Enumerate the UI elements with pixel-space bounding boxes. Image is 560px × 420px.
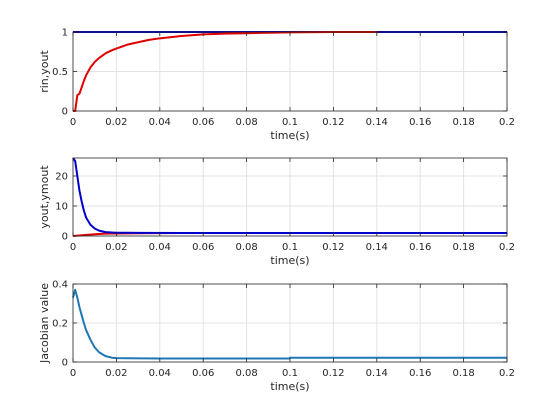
x-tick-label: 0.2: [499, 242, 515, 253]
x-tick-label: 0.08: [235, 242, 257, 253]
series-line-1: [72, 288, 507, 360]
y-tick-label: 10: [55, 202, 68, 213]
chart-panel-2: 0 0.02 0.04 0.06 0.08 0.1 0.12 0.14 0.16 0.18 0.2 0…: [38, 157, 515, 267]
x-tick-label: 0.12: [322, 368, 344, 379]
x-tick-label: 0.08: [235, 117, 257, 128]
x-tick-label: 0.1: [282, 368, 298, 379]
x-axis-label: time(s): [270, 380, 309, 393]
x-tick-label: 0.06: [192, 242, 214, 253]
chart-panel-3: 0 0.02 0.04 0.06 0.08 0.1 0.12 0.14 0.16 0.18 0.2 0…: [38, 280, 515, 394]
y-axis-label: yout,ymout: [38, 165, 51, 229]
x-tick-label: 0.16: [409, 242, 431, 253]
x-tick-label: 0.14: [366, 117, 388, 128]
x-tick-label: 0: [70, 242, 76, 253]
x-tick-label: 0.18: [452, 242, 474, 253]
y-tick-label: 0: [62, 232, 68, 243]
x-tick-label: 0.1: [282, 117, 298, 128]
x-tick-label: 0.14: [366, 242, 388, 253]
y-tick-label: 0.4: [52, 280, 68, 291]
y-tick-label: 0: [62, 107, 68, 118]
y-axis-label: rin,yout: [38, 50, 51, 93]
x-tick-label: 0.18: [452, 117, 474, 128]
x-tick-label: 0.1: [282, 242, 298, 253]
x-tick-label: 0: [70, 117, 76, 128]
x-tick-label: 0.04: [149, 368, 171, 379]
x-tick-label: 0.06: [192, 368, 214, 379]
y-axis-label: Jacobian value: [38, 283, 51, 364]
x-tick-label: 0.14: [366, 368, 388, 379]
y-tick-label: 0: [62, 358, 68, 369]
x-tick-label: 0.2: [499, 117, 515, 128]
x-axis-label: time(s): [270, 254, 309, 267]
x-tick-label: 0.16: [409, 117, 431, 128]
x-tick-label: 0.08: [235, 368, 257, 379]
y-tick-label: 1: [62, 28, 68, 39]
x-tick-label: 0.18: [452, 368, 474, 379]
x-tick-label: 0: [70, 368, 76, 379]
y-tick-label: 20: [55, 172, 68, 183]
x-tick-label: 0.04: [149, 117, 171, 128]
x-tick-label: 0.02: [105, 368, 127, 379]
x-tick-label: 0.2: [499, 368, 515, 379]
x-tick-label: 0.02: [105, 117, 127, 128]
chart-panel-1: 0 0.02 0.04 0.06 0.08 0.1 0.12 0.14 0.16 0.18 0.2 0…: [38, 28, 515, 143]
x-tick-label: 0.16: [409, 368, 431, 379]
x-tick-label: 0.12: [322, 117, 344, 128]
x-tick-label: 0.06: [192, 117, 214, 128]
x-axis-label: time(s): [270, 129, 309, 142]
x-tick-label: 0.04: [149, 242, 171, 253]
series-line-2: [72, 157, 507, 234]
y-tick-label: 0.5: [52, 67, 68, 78]
y-tick-label: 0.2: [52, 319, 68, 330]
x-tick-label: 0.02: [105, 242, 127, 253]
x-tick-label: 0.12: [322, 242, 344, 253]
